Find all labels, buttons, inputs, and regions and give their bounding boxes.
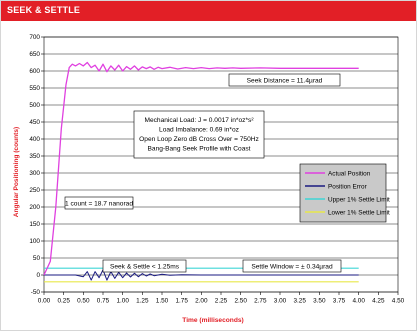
y-tick-label: 400: [29, 136, 40, 143]
y-tick-label: 650: [29, 51, 40, 58]
y-tick-label: 600: [29, 68, 40, 75]
annotation-settle-window-text: Settle Window = ± 0.34µrad: [251, 264, 333, 271]
legend: Actual Position Position Error Upper 1% …: [299, 163, 390, 223]
x-tick-label: 1.00: [116, 298, 129, 305]
y-tick-label: 50: [33, 255, 41, 262]
x-axis-title: Time (milliseconds): [182, 317, 243, 324]
y-tick-label: -50: [31, 289, 41, 296]
annotation-count-scale: 1 count = 18.7 nanorad: [64, 196, 133, 210]
y-tick-label: 150: [29, 221, 40, 228]
legend-label-upper-limit: Upper 1% Settle Limit: [328, 196, 390, 203]
x-tick-label: 0.25: [57, 298, 70, 305]
annotation-seek-distance: Seek Distance = 11.4µrad: [228, 73, 341, 87]
x-tick-label: 0.75: [97, 298, 110, 305]
y-axis-title: Angular Positioning (counts): [13, 127, 20, 217]
x-tick-label: 0.00: [38, 298, 51, 305]
info-line-3: Open Loop Zero dB Cross Over = 750Hz: [139, 136, 259, 143]
info-line-1: Mechanical Load: J = 0.0017 in*oz*s²: [144, 117, 254, 124]
legend-item-lower-limit: Lower 1% Settle Limit: [305, 209, 390, 216]
x-tick-label: 4.50: [392, 298, 405, 305]
info-box: Mechanical Load: J = 0.0017 in*oz*s² Loa…: [133, 110, 265, 159]
annotation-seek-distance-text: Seek Distance = 11.4µrad: [247, 78, 323, 85]
x-tick-label: 2.75: [254, 298, 267, 305]
annotation-count-scale-text: 1 count = 18.7 nanorad: [65, 201, 133, 208]
legend-item-actual-position: Actual Position: [305, 170, 371, 177]
x-tick-label: 3.25: [293, 298, 306, 305]
legend-label-actual-position: Actual Position: [328, 170, 371, 177]
legend-label-position-error: Position Error: [328, 183, 368, 190]
x-tick-label: 4.25: [372, 298, 385, 305]
legend-item-upper-limit: Upper 1% Settle Limit: [305, 196, 390, 203]
y-tick-label: 550: [29, 85, 40, 92]
y-tick-label: 250: [29, 187, 40, 194]
x-axis-ticks: 0.00 0.25 0.50 0.75 1.00 1.25 1.50 1.75 2.00 2.25…: [38, 292, 405, 305]
legend-item-position-error: Position Error: [305, 183, 368, 190]
annotation-seek-settle: Seek & Settle < 1.25ms: [102, 259, 187, 273]
x-tick-label: 4.00: [352, 298, 365, 305]
y-tick-label: 500: [29, 102, 40, 109]
series-actual-position: [43, 61, 359, 276]
chart-title: SEEK & SETTLE: [7, 5, 81, 15]
y-tick-label: 0: [36, 272, 40, 279]
info-line-2: Load Imbalance: 0.69 in*oz: [159, 127, 239, 134]
x-tick-label: 0.50: [77, 298, 90, 305]
series-position-error: [44, 269, 359, 281]
y-tick-label: 700: [29, 34, 40, 41]
y-axis-ticks: -50 0 50 100 150 200 250 300 350 400 450 500 550 600 6…: [29, 34, 44, 296]
y-tick-label: 200: [29, 204, 40, 211]
x-tick-label: 3.75: [333, 298, 346, 305]
annotation-seek-settle-text: Seek & Settle < 1.25ms: [110, 264, 180, 271]
x-tick-label: 2.50: [234, 298, 247, 305]
chart-header: SEEK & SETTLE: [1, 1, 416, 21]
x-tick-label: 3.50: [313, 298, 326, 305]
y-tick-label: 350: [29, 153, 40, 160]
y-tick-label: 300: [29, 170, 40, 177]
x-tick-label: 1.50: [156, 298, 169, 305]
x-tick-label: 2.00: [195, 298, 208, 305]
y-tick-label: 450: [29, 119, 40, 126]
x-tick-label: 1.25: [136, 298, 149, 305]
x-tick-label: 1.75: [175, 298, 188, 305]
x-tick-label: 2.25: [215, 298, 228, 305]
legend-label-lower-limit: Lower 1% Settle Limit: [328, 209, 390, 216]
y-tick-label: 100: [29, 238, 40, 245]
info-line-4: Bang-Bang Seek Profile with Coast: [148, 146, 251, 153]
annotation-settle-window: Settle Window = ± 0.34µrad: [242, 259, 342, 273]
x-tick-label: 3.00: [274, 298, 287, 305]
